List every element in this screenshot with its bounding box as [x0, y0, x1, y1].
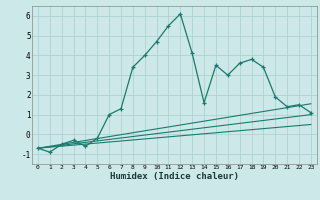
- X-axis label: Humidex (Indice chaleur): Humidex (Indice chaleur): [110, 172, 239, 181]
